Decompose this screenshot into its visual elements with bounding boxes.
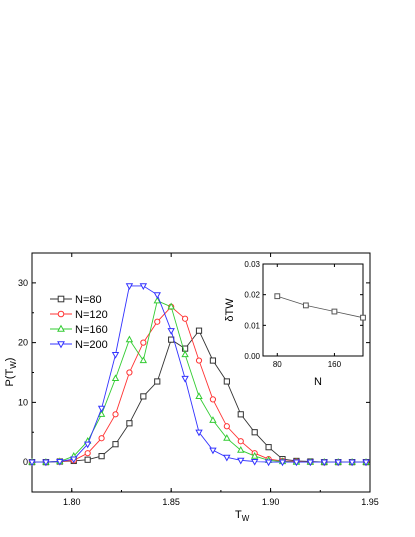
legend-marker	[57, 341, 65, 349]
data-point	[97, 405, 106, 413]
data-point	[167, 302, 175, 310]
y-tick-label: 10	[18, 397, 28, 407]
data-point	[70, 456, 78, 464]
data-point	[195, 392, 203, 399]
data-point	[181, 375, 189, 383]
inset-y-tick-label: 0.01	[244, 321, 260, 330]
data-point	[97, 410, 106, 417]
data-point	[209, 396, 217, 403]
data-point	[320, 459, 328, 467]
data-point	[334, 459, 342, 467]
inset-x-tick-label: 80	[273, 360, 282, 369]
inset-frame	[262, 263, 364, 357]
y-tick-label: 20	[18, 338, 28, 348]
data-point	[83, 441, 92, 449]
data-point	[167, 328, 175, 335]
data-point	[139, 356, 148, 364]
data-point	[264, 459, 273, 467]
data-point	[125, 335, 134, 343]
data-point	[112, 441, 119, 448]
data-point	[306, 459, 315, 467]
legend: N=80 N=120 N=160 N=200	[50, 294, 108, 351]
data-point	[223, 454, 231, 462]
data-point	[348, 459, 356, 467]
data-point	[56, 458, 64, 466]
data-point	[237, 438, 244, 445]
data-point	[154, 378, 161, 385]
data-point	[237, 457, 245, 465]
legend-marker	[57, 324, 65, 332]
y-tick-label: 30	[18, 278, 28, 288]
data-point	[195, 327, 203, 334]
data-point	[153, 292, 161, 299]
data-point	[223, 423, 230, 430]
x-axis-title: TW	[235, 509, 250, 523]
data-point	[250, 458, 259, 466]
data-point	[265, 444, 272, 451]
y-axis-title: P(TW)	[4, 358, 18, 387]
y-tick-label: 0	[23, 457, 28, 467]
legend-marker	[57, 310, 65, 318]
inset-y-tick-label: 0.00	[244, 352, 260, 361]
data-point	[181, 350, 189, 358]
x-tick-label: 1.80	[63, 497, 81, 507]
data-point	[153, 296, 161, 304]
data-point	[111, 351, 120, 359]
x-tick-label: 1.95	[361, 497, 379, 507]
data-point	[362, 459, 370, 467]
data-point	[181, 315, 189, 322]
data-point	[112, 411, 119, 418]
data-point	[126, 369, 133, 376]
data-point	[98, 435, 105, 442]
data-point	[195, 357, 203, 364]
legend-marker	[57, 295, 65, 303]
data-point	[237, 446, 245, 453]
x-tick-label: 1.90	[262, 497, 280, 507]
legend-label: N=160	[75, 324, 108, 336]
data-point	[209, 416, 217, 423]
data-point	[251, 429, 258, 436]
data-point	[223, 434, 231, 441]
data-point	[84, 456, 91, 463]
data-point	[84, 450, 91, 457]
data-point	[111, 374, 120, 382]
inset-series-line	[277, 295, 364, 319]
data-point	[223, 378, 230, 385]
inset-data-point	[274, 293, 281, 300]
data-point	[292, 459, 301, 467]
data-point	[140, 339, 147, 346]
data-point	[278, 459, 287, 467]
inset-y-tick-label: 0.02	[244, 291, 260, 300]
data-point	[154, 318, 161, 325]
x-tick-label: 1.85	[162, 497, 180, 507]
inset-data-point	[331, 308, 338, 315]
inset-series	[274, 293, 366, 321]
legend-label: N=120	[75, 309, 108, 321]
inset-x-axis-title: N	[314, 376, 322, 388]
data-point	[28, 459, 36, 467]
data-point	[209, 447, 217, 455]
data-point	[42, 459, 50, 467]
data-point	[98, 453, 105, 460]
inset-data-point	[360, 314, 366, 321]
inset-data-point	[302, 302, 309, 309]
data-point	[195, 429, 203, 437]
inset-y-axis-title: δTW	[224, 298, 236, 322]
data-point	[139, 283, 148, 291]
legend-label: N=80	[75, 294, 102, 306]
data-point	[125, 283, 134, 291]
legend-label: N=200	[75, 339, 108, 351]
data-point	[250, 451, 259, 459]
data-point	[209, 357, 217, 364]
inset-x-tick-label: 160	[328, 360, 342, 369]
data-point	[126, 420, 133, 427]
inset-y-tick-label: 0.03	[244, 260, 260, 269]
main-plot: 1.80 1.85 1.90 1.950102030TWP(TW)N=80N=120N…	[4, 252, 379, 523]
series-n-200	[28, 283, 370, 467]
data-point	[237, 411, 244, 418]
data-point	[140, 393, 147, 400]
